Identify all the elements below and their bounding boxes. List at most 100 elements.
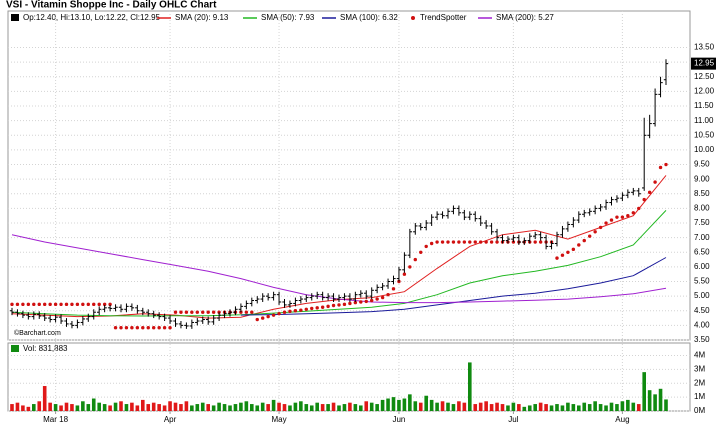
volume-bar (462, 402, 467, 411)
volume-bar (304, 404, 309, 411)
trendspotter-dot (59, 302, 63, 307)
volume-bar (571, 404, 576, 411)
volume-bar (108, 405, 112, 411)
volume-bar (435, 402, 439, 411)
trendspotter-dot (184, 310, 189, 314)
trendspotter-dot (451, 240, 456, 244)
volume-bar (538, 402, 543, 411)
volume-bar (146, 404, 151, 411)
y-tick-label: 11.00 (694, 116, 714, 125)
volume-bar (81, 401, 85, 411)
trendspotter-dot (179, 310, 183, 314)
trendspotter-dot (119, 326, 123, 330)
trendspotter-dot (348, 301, 352, 306)
trendspotter-dot (647, 190, 652, 195)
x-tick-label: Apr (164, 415, 177, 424)
volume-bar (331, 402, 336, 411)
legend-label: SMA (50): 7.93 (261, 13, 315, 22)
volume-bar (527, 405, 532, 411)
volume-bar (190, 405, 194, 411)
volume-bar (582, 402, 587, 411)
volume-tick-label: 1M (694, 392, 705, 401)
y-tick-label: 13.50 (694, 43, 715, 52)
y-tick-label: 9.50 (694, 160, 710, 169)
volume-bar (500, 404, 505, 411)
legend-label: SMA (200): 5.27 (496, 13, 554, 22)
volume-bar (293, 402, 298, 411)
volume-bar (566, 402, 570, 411)
volume-bar (206, 404, 210, 411)
volume-bar (375, 404, 379, 411)
volume-bar (511, 402, 516, 411)
sma-line (11, 234, 667, 304)
trendspotter-dot (429, 241, 434, 246)
volume-bar (124, 404, 129, 411)
trendspotter-dot (631, 211, 635, 215)
volume-legend-swatch (11, 345, 19, 352)
trendspotter-dot (315, 306, 319, 310)
volume-bar (593, 401, 597, 411)
volume-bar (102, 404, 107, 411)
volume-bar (195, 404, 200, 411)
y-tick-label: 7.00 (694, 233, 710, 242)
trendspotter-dot (370, 298, 374, 303)
volume-bar (288, 405, 292, 411)
y-tick-label: 3.50 (694, 335, 710, 344)
volume-bar (75, 405, 80, 411)
volume-bar (549, 405, 554, 411)
y-tick-label: 4.00 (694, 320, 710, 329)
trendspotter-dot (402, 272, 407, 276)
trendspotter-dot (626, 214, 630, 218)
volume-label: Vol: 831,883 (23, 344, 68, 353)
volume-bar (364, 401, 369, 411)
trendspotter-dot (113, 326, 118, 330)
trendspotter-dot (124, 326, 129, 330)
trendspotter-dot (152, 326, 156, 330)
volume-bar (413, 401, 418, 411)
x-tick-label: Jul (508, 415, 518, 424)
volume-bar (184, 401, 189, 411)
volume-tick-label: 2M (694, 378, 705, 387)
volume-bar (157, 404, 161, 411)
volume-bar (151, 402, 156, 411)
volume-bar (484, 401, 488, 411)
volume-bar (457, 401, 461, 411)
volume-bar (653, 394, 657, 411)
trendspotter-dot (375, 297, 379, 301)
trendspotter-dot (320, 305, 325, 309)
trendspotter-dot (479, 240, 483, 244)
trendspotter-dot (75, 302, 80, 307)
trendspotter-dot (598, 225, 603, 230)
trendspotter-dot (326, 304, 330, 309)
trendspotter-dot (15, 302, 20, 307)
y-tick-label: 8.00 (694, 204, 710, 213)
trendspotter-dot (593, 230, 597, 234)
volume-bar (604, 405, 608, 411)
trendspotter-dot (26, 302, 31, 307)
sma-line (240, 257, 667, 316)
volume-bar (91, 398, 96, 411)
volume-bar (664, 399, 668, 411)
trendspotter-dot (440, 240, 445, 244)
volume-bar (560, 405, 565, 411)
trendspotter-dot (484, 240, 488, 244)
volume-bar (228, 405, 232, 411)
trendspotter-dot (10, 302, 14, 307)
volume-bar (495, 402, 499, 411)
trendspotter-dot (386, 292, 390, 297)
trendspotter-dot (304, 307, 308, 311)
volume-bar (397, 399, 401, 411)
volume-bar (162, 405, 167, 411)
trendspotter-dot (424, 244, 428, 249)
volume-bar (48, 402, 52, 411)
trendspotter-dot (364, 299, 368, 304)
trendspotter-dot (588, 234, 592, 238)
trendspotter-dot (310, 306, 314, 311)
volume-bar (636, 404, 641, 411)
volume-tick-label: 3M (694, 364, 705, 373)
volume-bar (647, 390, 652, 411)
volume-bar (271, 399, 276, 411)
volume-bar (478, 402, 483, 411)
trendspotter-dot (577, 243, 581, 247)
